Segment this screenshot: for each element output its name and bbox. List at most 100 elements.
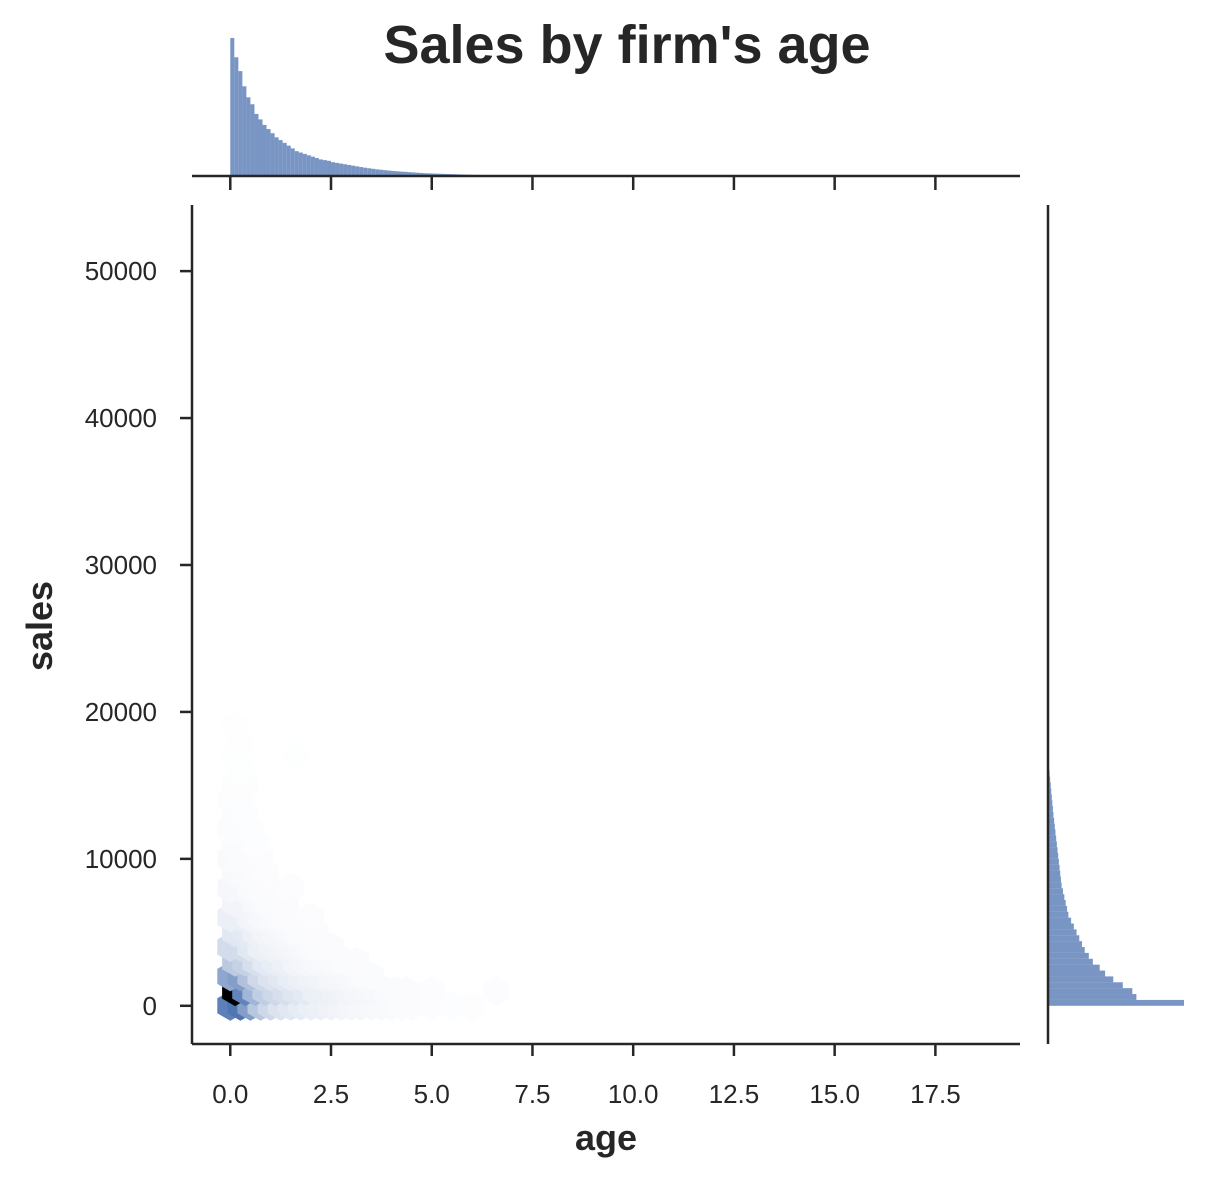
x-hist-bar-36 bbox=[375, 169, 380, 176]
y-tick-label-4: 40000 bbox=[85, 403, 157, 433]
x-hist-bar-7 bbox=[258, 119, 263, 176]
y-hist-bar-1 bbox=[1048, 994, 1137, 1000]
y-tick-label-1: 10000 bbox=[85, 844, 157, 874]
x-tick-label-1: 2.5 bbox=[313, 1079, 349, 1109]
right-marginal-histogram bbox=[1048, 758, 1184, 1006]
x-hist-bar-6 bbox=[254, 113, 259, 176]
x-tick-label-6: 15.0 bbox=[809, 1079, 860, 1109]
y-hist-bar-2 bbox=[1048, 988, 1133, 995]
y-tick-label-2: 20000 bbox=[85, 697, 157, 727]
y-hist-bar-18 bbox=[1048, 894, 1065, 901]
x-hist-bar-16 bbox=[294, 151, 299, 176]
x-hist-bar-26 bbox=[335, 162, 340, 176]
y-hist-bar-3 bbox=[1048, 982, 1123, 989]
x-hist-bar-43 bbox=[403, 171, 408, 176]
x-hist-bar-42 bbox=[399, 171, 404, 176]
x-hist-bar-24 bbox=[326, 160, 332, 176]
hexbin-21 bbox=[459, 990, 485, 1021]
hexbin-109 bbox=[277, 873, 304, 904]
x-hist-bar-13 bbox=[282, 142, 287, 176]
x-hist-bar-4 bbox=[246, 97, 251, 176]
x-hist-bar-49 bbox=[427, 173, 432, 176]
x-hist-bar-19 bbox=[306, 155, 311, 176]
y-hist-bar-5 bbox=[1048, 970, 1106, 977]
y-hist-bar-23 bbox=[1048, 864, 1060, 871]
y-hist-bar-6 bbox=[1048, 964, 1100, 971]
y-hist-bar-22 bbox=[1048, 870, 1061, 877]
x-hist-bar-25 bbox=[331, 162, 336, 176]
y-hist-bar-16 bbox=[1048, 905, 1068, 912]
y-tick-label-5: 50000 bbox=[85, 256, 157, 286]
x-hist-bar-34 bbox=[367, 168, 372, 176]
x-tick-label-2: 5.0 bbox=[414, 1079, 450, 1109]
hexbin-layer bbox=[217, 711, 510, 1021]
y-hist-bar-8 bbox=[1048, 952, 1089, 959]
y-axis-label: sales bbox=[19, 581, 60, 671]
hexbin-134 bbox=[222, 711, 249, 742]
y-hist-bar-28 bbox=[1048, 835, 1057, 842]
y-hist-bar-9 bbox=[1048, 947, 1085, 953]
y-hist-bar-27 bbox=[1048, 841, 1057, 848]
x-hist-bar-46 bbox=[415, 172, 420, 176]
y-hist-bar-35 bbox=[1048, 794, 1052, 801]
x-hist-bar-1 bbox=[234, 57, 239, 176]
y-hist-bar-26 bbox=[1048, 847, 1058, 853]
hexbin-41 bbox=[483, 976, 510, 1007]
y-hist-bar-19 bbox=[1048, 888, 1063, 895]
x-hist-bar-35 bbox=[371, 168, 376, 176]
y-hist-bar-13 bbox=[1048, 923, 1074, 930]
x-tick-label-0: 0.0 bbox=[212, 1079, 248, 1109]
y-hist-bar-11 bbox=[1048, 935, 1080, 942]
y-hist-bar-14 bbox=[1048, 917, 1072, 924]
y-tick-label-3: 30000 bbox=[85, 550, 157, 580]
hexbin-39 bbox=[393, 976, 420, 1007]
y-hist-bar-36 bbox=[1048, 788, 1052, 795]
x-hist-bar-45 bbox=[411, 172, 416, 176]
hexbin-97 bbox=[297, 902, 324, 933]
x-hist-bar-8 bbox=[262, 124, 267, 176]
y-hist-bar-7 bbox=[1048, 958, 1093, 965]
y-hist-bar-24 bbox=[1048, 858, 1059, 865]
x-hist-bar-33 bbox=[363, 167, 368, 176]
hexbin-20 bbox=[438, 990, 465, 1021]
y-hist-bar-30 bbox=[1048, 823, 1055, 830]
x-hist-bar-39 bbox=[387, 170, 392, 176]
y-hist-bar-34 bbox=[1048, 800, 1053, 806]
x-hist-bar-23 bbox=[322, 160, 327, 176]
x-hist-bar-32 bbox=[359, 167, 364, 176]
hexbin-132 bbox=[282, 741, 309, 771]
x-hist-bar-47 bbox=[419, 172, 424, 176]
x-hist-bar-28 bbox=[343, 164, 348, 176]
y-hist-bar-37 bbox=[1048, 782, 1051, 789]
x-hist-bar-44 bbox=[407, 172, 412, 176]
y-hist-bar-17 bbox=[1048, 900, 1066, 906]
x-tick-label-7: 17.5 bbox=[910, 1079, 961, 1109]
x-hist-bar-21 bbox=[314, 158, 319, 176]
y-axis: 0 10000 20000 30000 40000 50000 bbox=[85, 205, 194, 1044]
x-hist-bar-22 bbox=[318, 159, 323, 176]
x-hist-bar-2 bbox=[238, 71, 243, 176]
x-hist-bar-14 bbox=[286, 145, 291, 176]
y-hist-bar-15 bbox=[1048, 911, 1069, 918]
x-hist-bar-9 bbox=[266, 129, 271, 176]
y-hist-bar-0 bbox=[1048, 999, 1184, 1006]
y-hist-bar-32 bbox=[1048, 811, 1054, 818]
hexbin-69 bbox=[343, 946, 369, 977]
x-hist-bar-30 bbox=[351, 165, 356, 176]
x-hist-bar-3 bbox=[242, 86, 247, 176]
x-hist-bar-10 bbox=[270, 133, 275, 176]
x-hist-bar-31 bbox=[355, 166, 360, 176]
x-hist-bar-48 bbox=[423, 173, 428, 176]
x-hist-bar-40 bbox=[391, 171, 396, 176]
x-axis: 0.0 2.5 5.0 7.5 10.0 12.5 15.0 17.5 bbox=[192, 1042, 1020, 1109]
y-hist-bar-20 bbox=[1048, 882, 1062, 889]
hexbin-40 bbox=[418, 976, 445, 1007]
x-hist-bar-37 bbox=[379, 169, 384, 176]
y-hist-bar-29 bbox=[1048, 829, 1056, 836]
x-tick-label-5: 12.5 bbox=[709, 1079, 760, 1109]
x-hist-bar-0 bbox=[230, 38, 235, 176]
y-hist-bar-33 bbox=[1048, 805, 1053, 812]
x-hist-bar-17 bbox=[298, 152, 303, 176]
chart-title: Sales by firm's age bbox=[383, 15, 870, 75]
